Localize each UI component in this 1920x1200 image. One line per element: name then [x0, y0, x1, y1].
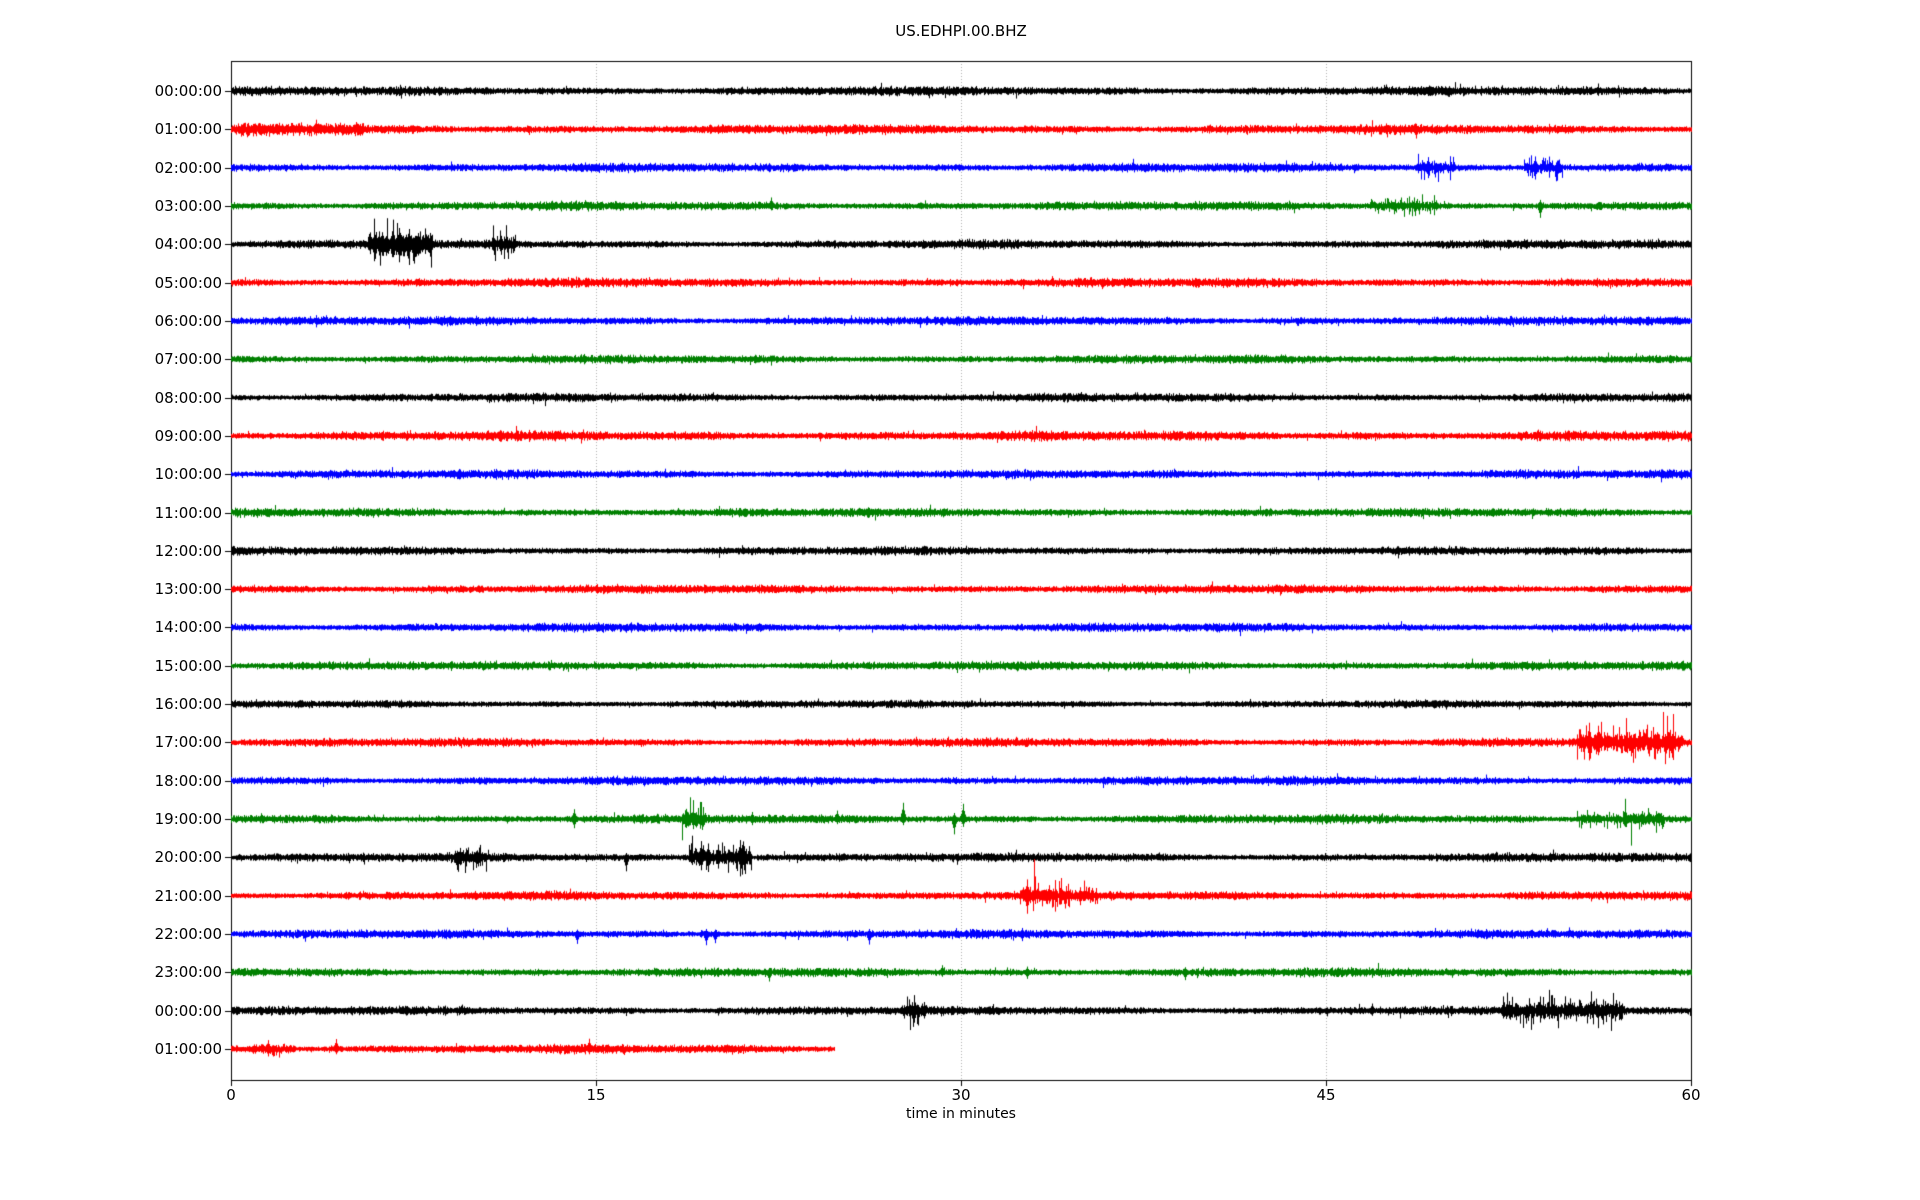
row-label: 13:00:00 [154, 580, 222, 599]
row-label: 17:00:00 [154, 733, 222, 752]
row-label: 21:00:00 [154, 886, 222, 905]
row-label: 01:00:00 [154, 1040, 222, 1058]
row-label: 04:00:00 [154, 235, 222, 254]
x-tick-label: 30 [951, 1086, 971, 1104]
x-tick-label: 0 [226, 1086, 236, 1104]
row-label: 03:00:00 [154, 196, 222, 215]
row-label: 18:00:00 [154, 771, 222, 790]
x-tick-label: 60 [1681, 1086, 1701, 1104]
x-tick-label: 15 [586, 1086, 606, 1104]
row-label: 23:00:00 [154, 963, 222, 982]
row-label: 01:00:00 [154, 120, 222, 139]
chart-title: US.EDHPI.00.BHZ [895, 22, 1027, 40]
row-label: 14:00:00 [154, 618, 222, 637]
row-label: 19:00:00 [154, 810, 222, 829]
x-tick-label: 45 [1316, 1086, 1336, 1104]
row-label: 15:00:00 [154, 656, 222, 675]
row-label: 11:00:00 [154, 503, 222, 522]
row-label: 09:00:00 [154, 426, 222, 445]
row-label: 00:00:00 [154, 1001, 222, 1020]
row-label: 07:00:00 [154, 350, 222, 369]
row-label: 06:00:00 [154, 311, 222, 330]
row-label: 10:00:00 [154, 465, 222, 484]
x-axis-label: time in minutes [906, 1106, 1016, 1122]
row-label: 08:00:00 [154, 388, 222, 407]
row-label: 00:00:00 [154, 82, 222, 100]
row-label: 16:00:00 [154, 695, 222, 714]
row-label: 20:00:00 [154, 848, 222, 867]
row-label: 22:00:00 [154, 925, 222, 944]
row-label: 02:00:00 [154, 158, 222, 177]
row-label: 12:00:00 [154, 541, 222, 560]
row-label: 05:00:00 [154, 273, 222, 292]
